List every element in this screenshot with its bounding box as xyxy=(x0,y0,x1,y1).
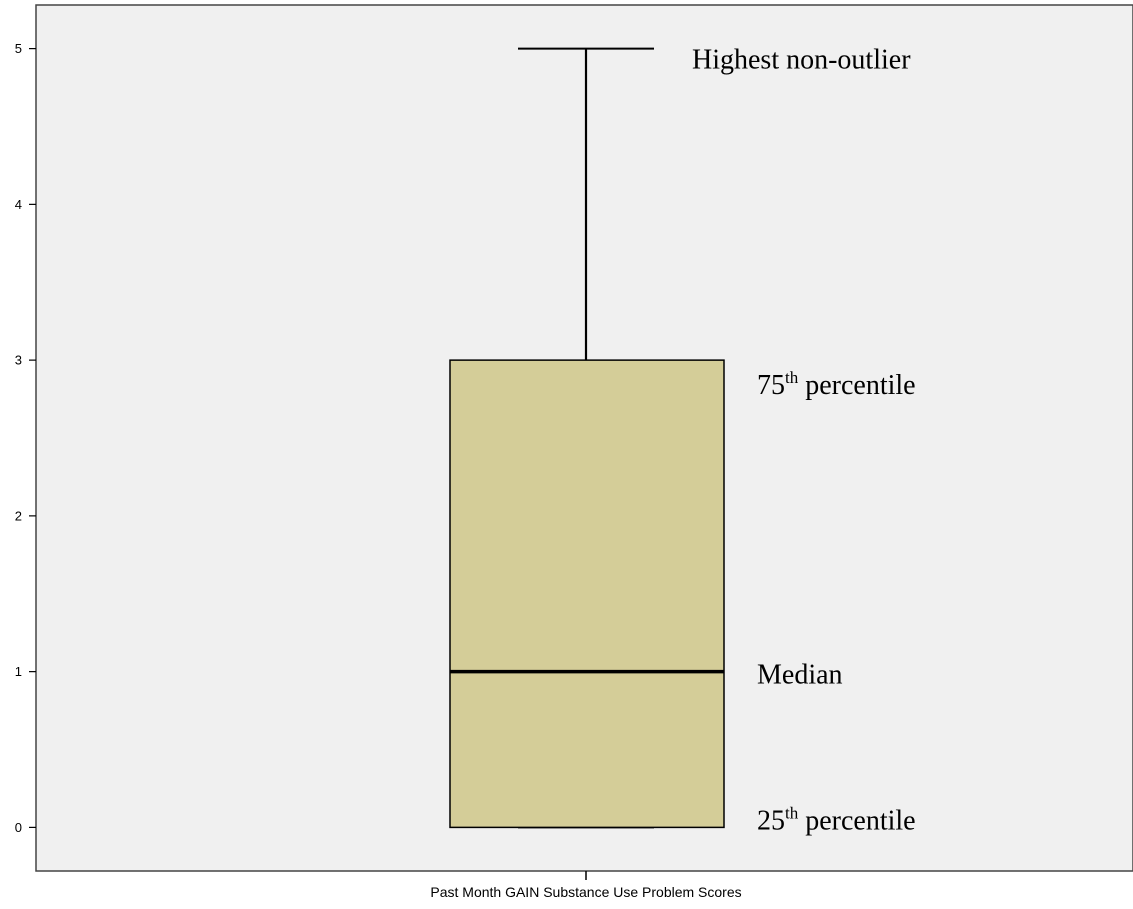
x-axis-label: Past Month GAIN Substance Use Problem Sc… xyxy=(430,884,741,900)
annotation-text: Highest non-outlier xyxy=(692,45,911,76)
annotation-median: Median xyxy=(757,660,843,691)
annotation-text: Median xyxy=(757,660,843,691)
annotation-whisker-high: Highest non-outlier xyxy=(692,45,911,76)
iqr-box xyxy=(449,359,725,829)
annotation-superscript: th xyxy=(785,368,799,387)
y-tick-label: 4 xyxy=(15,197,22,212)
annotation-rest: percentile xyxy=(798,805,915,836)
box-group xyxy=(449,47,725,829)
annotation-text: 25 xyxy=(757,805,785,836)
y-tick-label: 2 xyxy=(15,508,22,523)
y-axis: 0 1 2 3 4 5 xyxy=(15,41,36,835)
annotation-superscript: th xyxy=(785,803,799,822)
y-tick-label: 0 xyxy=(15,820,22,835)
annotation-q3: 75th percentile xyxy=(757,368,916,401)
y-tick-label: 3 xyxy=(15,353,22,368)
annotation-q1: 25th percentile xyxy=(757,803,916,836)
annotation-text: 75 xyxy=(757,370,785,401)
annotation-rest: percentile xyxy=(798,370,915,401)
y-tick-label: 1 xyxy=(15,664,22,679)
y-tick-label: 5 xyxy=(15,41,22,56)
